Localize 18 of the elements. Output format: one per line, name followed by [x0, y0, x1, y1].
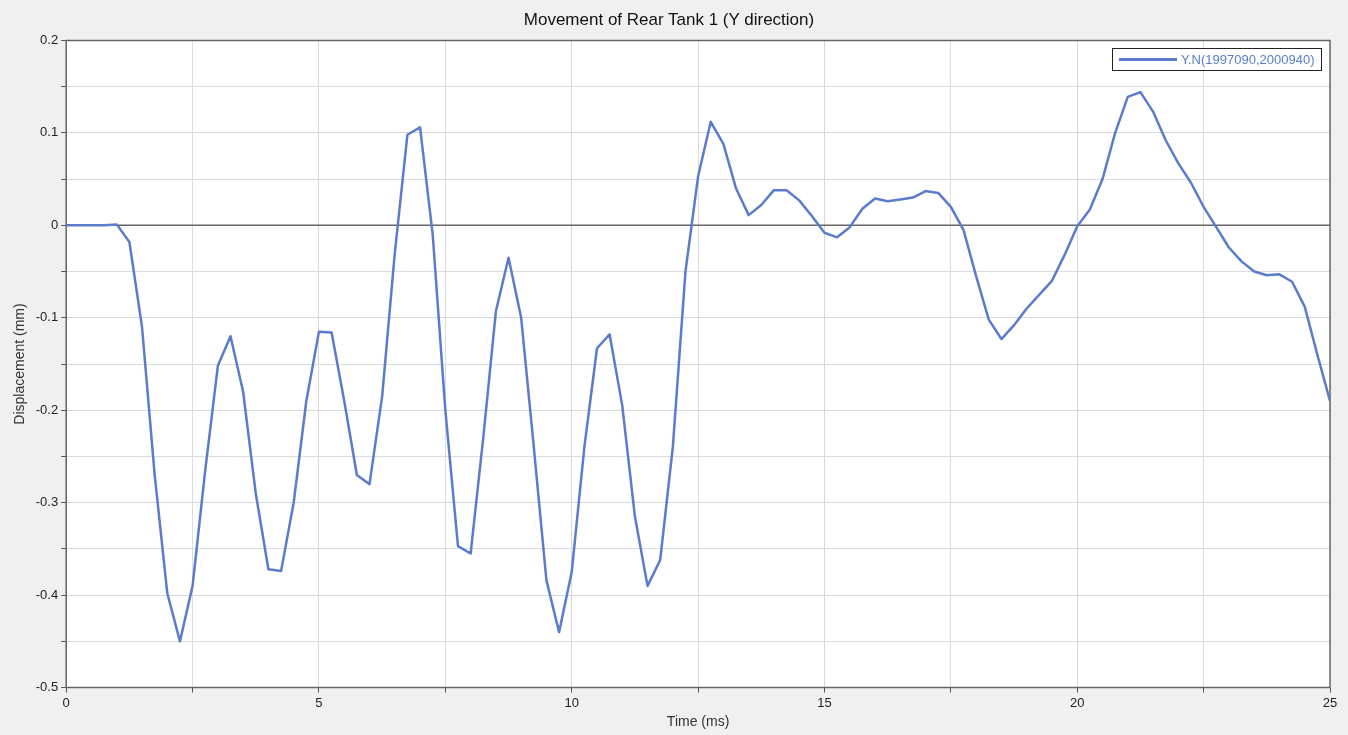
- x-tick-label: 10: [564, 694, 579, 710]
- y-tick-label: -0.2: [35, 401, 59, 417]
- x-tick-label: 25: [1322, 694, 1338, 710]
- y-tick-label: -0.3: [35, 494, 59, 510]
- legend-label: Y.N(1997090,2000940): [1181, 52, 1315, 68]
- x-tick-label: 0: [62, 694, 70, 710]
- x-tick-label: 20: [1070, 694, 1085, 710]
- chart-title: Movement of Rear Tank 1 (Y direction): [523, 9, 815, 29]
- x-axis-title: Time (ms): [666, 713, 730, 730]
- y-tick-label: 0.1: [40, 124, 59, 140]
- y-tick-label: -0.1: [35, 309, 59, 325]
- y-tick-label: -0.4: [35, 586, 59, 602]
- y-tick-label: 0.2: [40, 31, 59, 47]
- x-tick-label: 15: [817, 694, 832, 710]
- y-tick-label: -0.5: [35, 679, 59, 695]
- y-axis-title: Displacement (mm): [11, 303, 28, 425]
- x-tick-label: 5: [315, 694, 323, 710]
- y-tick-label: 0: [50, 216, 59, 232]
